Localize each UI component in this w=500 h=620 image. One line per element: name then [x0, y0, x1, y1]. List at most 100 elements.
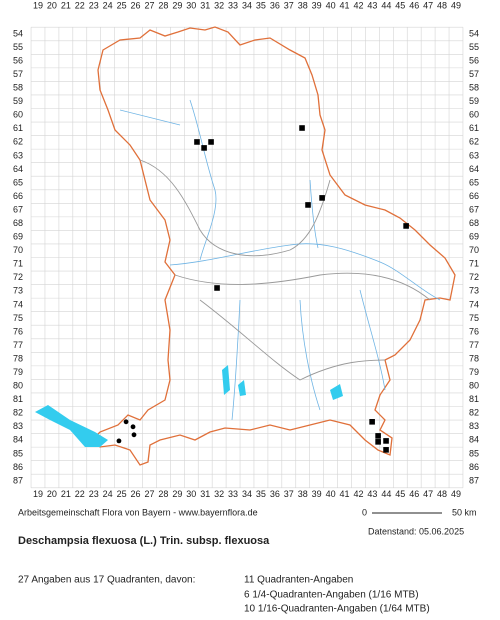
row-label: 86 — [469, 462, 479, 472]
occurrence-square — [299, 125, 305, 131]
column-label: 32 — [214, 0, 224, 10]
row-label: 85 — [469, 448, 479, 458]
column-label: 27 — [144, 489, 154, 499]
row-label: 68 — [469, 218, 479, 228]
column-label: 23 — [89, 0, 99, 10]
column-label: 38 — [298, 489, 308, 499]
column-label: 31 — [200, 0, 210, 10]
column-label: 47 — [423, 489, 433, 499]
row-label: 60 — [469, 110, 479, 120]
row-label: 54 — [469, 28, 479, 38]
rivers — [119, 99, 441, 421]
credit: Arbeitsgemeinschaft Flora von Bayern - w… — [18, 507, 258, 517]
row-label: 59 — [469, 96, 479, 106]
column-label: 19 — [33, 0, 43, 10]
row-label: 81 — [469, 394, 479, 404]
row-label: 55 — [469, 42, 479, 52]
occurrence-square — [319, 195, 325, 201]
column-label: 30 — [186, 489, 196, 499]
column-label: 21 — [61, 489, 71, 499]
row-label: 87 — [13, 475, 23, 485]
row-label: 69 — [469, 232, 479, 242]
row-label: 70 — [13, 245, 23, 255]
scale-start: 0 — [362, 507, 367, 517]
row-label: 75 — [469, 313, 479, 323]
row-label: 66 — [13, 191, 23, 201]
column-label: 34 — [242, 0, 252, 10]
row-label: 57 — [13, 69, 23, 79]
row-label: 83 — [469, 421, 479, 431]
column-label: 42 — [353, 489, 363, 499]
occurrence-square — [375, 433, 381, 439]
column-label: 22 — [75, 489, 85, 499]
column-label: 38 — [298, 0, 308, 10]
column-label: 35 — [256, 0, 266, 10]
column-label: 37 — [284, 489, 294, 499]
column-label: 32 — [214, 489, 224, 499]
column-label: 40 — [326, 0, 336, 10]
column-label: 49 — [451, 0, 461, 10]
column-label: 30 — [186, 0, 196, 10]
column-label: 48 — [437, 0, 447, 10]
occurrence-square — [403, 223, 409, 229]
column-label: 44 — [381, 489, 391, 499]
row-label: 60 — [13, 110, 23, 120]
row-label: 83 — [13, 421, 23, 431]
detail: 11 Quadranten-Angaben — [244, 575, 353, 586]
row-label: 57 — [469, 69, 479, 79]
occurrences — [116, 125, 409, 453]
row-label: 61 — [13, 123, 23, 133]
row-label: 73 — [469, 286, 479, 296]
column-label: 35 — [256, 489, 266, 499]
row-label: 72 — [13, 272, 23, 282]
date: Datenstand: 05.06.2025 — [368, 526, 464, 536]
row-label: 85 — [13, 448, 23, 458]
row-label: 62 — [13, 137, 23, 147]
column-label: 25 — [117, 489, 127, 499]
column-label: 37 — [284, 0, 294, 10]
row-label: 75 — [13, 313, 23, 323]
column-label: 48 — [437, 489, 447, 499]
column-label: 46 — [409, 0, 419, 10]
column-label: 36 — [270, 0, 280, 10]
column-label: 28 — [158, 0, 168, 10]
row-label: 62 — [469, 137, 479, 147]
column-label: 20 — [47, 0, 57, 10]
occurrence-square — [194, 139, 200, 145]
row-label: 78 — [13, 353, 23, 363]
row-label: 84 — [469, 435, 479, 445]
column-label: 33 — [228, 0, 238, 10]
column-label: 24 — [103, 0, 113, 10]
bavaria-border — [91, 26, 456, 466]
row-label: 77 — [13, 340, 23, 350]
column-label: 22 — [75, 0, 85, 10]
column-label: 26 — [131, 0, 141, 10]
column-label: 26 — [131, 489, 141, 499]
column-label: 40 — [326, 489, 336, 499]
row-label: 76 — [13, 326, 23, 336]
column-label: 41 — [340, 489, 350, 499]
column-label: 42 — [353, 0, 363, 10]
column-label: 25 — [117, 0, 127, 10]
row-label: 81 — [13, 394, 23, 404]
row-label: 76 — [469, 326, 479, 336]
row-label: 80 — [13, 381, 23, 391]
row-label: 65 — [13, 177, 23, 187]
column-label: 47 — [423, 0, 433, 10]
summary: 27 Angaben aus 17 Quadranten, davon: — [18, 575, 195, 586]
row-label: 55 — [13, 42, 23, 52]
occurrence-square — [201, 145, 207, 151]
column-label: 29 — [172, 489, 182, 499]
row-label: 64 — [469, 164, 479, 174]
row-label: 61 — [469, 123, 479, 133]
row-label: 86 — [13, 462, 23, 472]
row-label: 56 — [13, 55, 23, 65]
column-label: 28 — [158, 489, 168, 499]
column-label: 31 — [200, 489, 210, 499]
row-label: 63 — [469, 150, 479, 160]
column-label: 43 — [367, 0, 377, 10]
row-label: 79 — [13, 367, 23, 377]
row-label: 67 — [469, 204, 479, 214]
row-label: 77 — [469, 340, 479, 350]
